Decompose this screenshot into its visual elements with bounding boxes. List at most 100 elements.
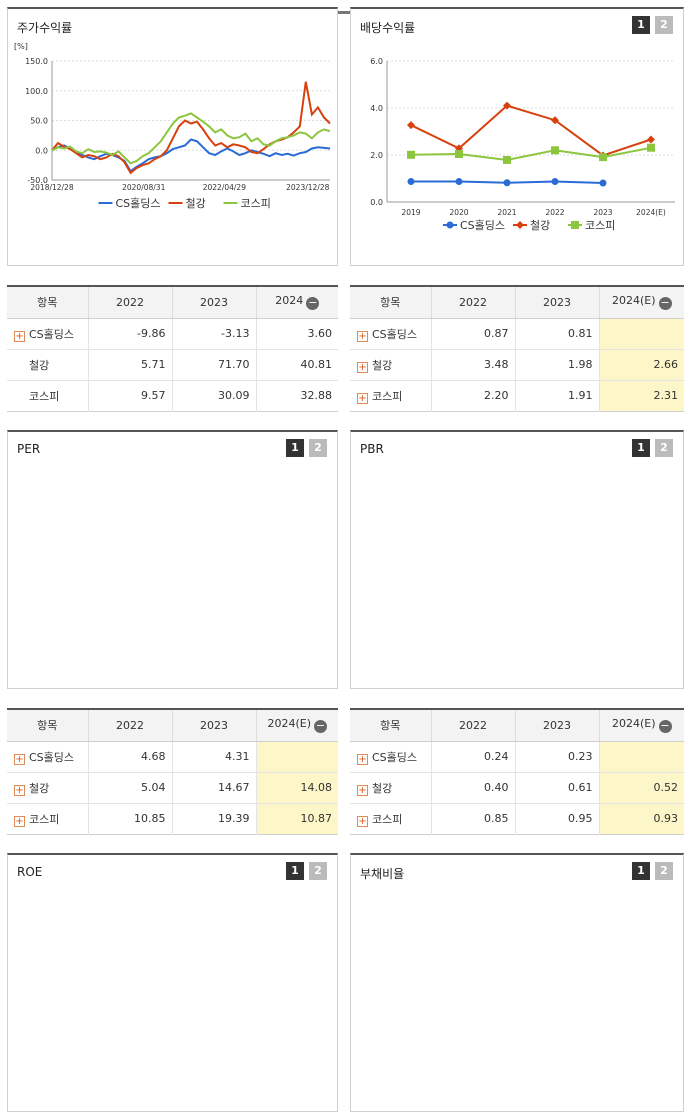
panel-title: PER — [17, 442, 41, 456]
y-tick-label: 2.0 — [370, 151, 383, 160]
y-tick-label: 50.0 — [30, 117, 48, 126]
view-button-2[interactable]: 2 — [655, 16, 673, 34]
table-row: + 코스피 0.85 0.95 0.93 — [350, 803, 684, 834]
view-button-2[interactable]: 2 — [655, 439, 673, 457]
x-tick-label: 2021 — [497, 208, 516, 217]
expand-icon[interactable]: + — [357, 784, 368, 796]
table-header: 2022 — [431, 709, 516, 742]
x-tick-label: 2023 — [593, 208, 612, 217]
expand-icon[interactable]: + — [14, 753, 25, 765]
view-button-1[interactable]: 1 — [632, 439, 650, 457]
expand-icon[interactable]: + — [357, 330, 368, 342]
header-label: 2023 — [200, 295, 228, 309]
y-unit-label: [%] — [14, 42, 28, 51]
value-cell: 0.24 — [431, 741, 516, 773]
series-line-steel — [410, 104, 652, 157]
value-cell: 0.87 — [431, 318, 516, 350]
table-header: 2023 — [172, 286, 257, 319]
value-cell: 2.66 — [599, 349, 684, 381]
x-tick-label: 2024(E) — [636, 208, 666, 217]
row-label-cell: + 철강 — [350, 772, 432, 804]
collapse-icon[interactable]: − — [306, 296, 320, 311]
data-point-cs — [503, 179, 511, 187]
legend-marker-kospi — [571, 221, 579, 229]
row-label-cell: 철강 — [7, 349, 89, 381]
expand-icon[interactable]: + — [357, 753, 368, 765]
header-label: 2022 — [459, 295, 487, 309]
collapse-icon[interactable]: − — [658, 296, 672, 311]
value-cell: 5.04 — [88, 772, 173, 804]
y-tick-label: 150.0 — [25, 57, 48, 66]
value-cell: 32.88 — [300, 389, 333, 402]
table-header: 2022 — [88, 286, 173, 319]
view-button-2[interactable]: 2 — [655, 862, 673, 880]
row-label: 철강 — [29, 781, 50, 795]
table-header: 2022 — [431, 286, 516, 319]
value-cell: 19.39 — [172, 803, 257, 834]
row-label-cell: + CS홀딩스 — [350, 318, 432, 350]
chart-panel-6: 부채비율 12[%]400.0300.0200.0100.00.0-100.020… — [350, 853, 684, 1112]
summary-table-3: 항목 2022 2023 2024(E) − + CS홀딩스 4.68 4.31 + 철강 5.04 1… — [7, 708, 338, 835]
legend-label-steel: 철강 — [530, 219, 550, 232]
data-point-kospi — [455, 150, 463, 159]
data-point-cs — [599, 179, 607, 187]
panel-title: PBR — [360, 442, 384, 456]
view-button-1[interactable]: 1 — [632, 862, 650, 880]
row-label-cell: + CS홀딩스 — [7, 318, 89, 350]
data-point-steel — [647, 135, 655, 144]
value-cell: 0.52 — [599, 772, 684, 804]
expand-icon[interactable]: + — [357, 392, 368, 404]
row-label: 철강 — [29, 358, 50, 372]
table-row: + CS홀딩스 4.68 4.31 — [7, 741, 338, 773]
chart-svg: 6.0 4.0 2.0 0.0 2019 2020 2021 2022 2023 2024(E) C… — [370, 57, 675, 232]
row-label: CS홀딩스 — [372, 327, 418, 341]
row-label: CS홀딩스 — [372, 750, 418, 764]
value-cell: 0.40 — [431, 772, 516, 804]
table-row: 철강 5.71 71.70 40.81 — [7, 349, 338, 381]
collapse-icon[interactable]: − — [658, 719, 672, 734]
legend-marker-cs — [446, 221, 454, 229]
expand-icon[interactable]: + — [357, 361, 368, 373]
value-cell: 14.08 — [256, 772, 338, 804]
table-row: + CS홀딩스 -9.86 -3.13 3.60 — [7, 318, 338, 350]
table-header: 항목 — [7, 709, 89, 742]
view-button-1[interactable]: 1 — [286, 439, 304, 457]
expand-icon[interactable]: + — [357, 815, 368, 827]
collapse-icon[interactable]: − — [314, 719, 328, 734]
view-button-1[interactable]: 1 — [632, 16, 650, 34]
chart-panel-2: 배당수익률 1 2 6.0 4.0 2.0 0.0 2019 2020 2021 2022 2023 2… — [350, 7, 684, 266]
value-cell — [599, 318, 684, 350]
summary-table-4: 항목 2022 2023 2024(E) − + CS홀딩스 0.24 0.23 + 철강 0.40 0… — [350, 708, 684, 835]
value-cell: 0.81 — [515, 318, 600, 350]
expand-icon[interactable]: + — [14, 784, 25, 796]
summary-table-2: 항목 2022 2023 2024(E) − + CS홀딩스 0.87 0.81 + 철강 3.48 1… — [350, 285, 684, 412]
header-label: 항목 — [380, 719, 401, 733]
header-label: 2023 — [543, 295, 571, 309]
chart-svg: [%]15.010.05.00.020192020202120222023202… — [8, 855, 337, 1110]
value-cell: 0.61 — [515, 772, 600, 804]
y-tick-label: 0.0 — [35, 146, 48, 155]
table-header: 항목 — [7, 286, 89, 319]
chart-svg: [배]40.020.00.0201920202021202220232024(E… — [8, 432, 337, 687]
table-header: 2024− — [256, 286, 338, 319]
value-cell: 5.71 — [88, 349, 173, 381]
legend-label-steel: 철강 — [186, 197, 206, 210]
data-point-cs — [407, 178, 415, 186]
legend-label-cs: CS홀딩스 — [460, 219, 505, 232]
row-label-cell: + CS홀딩스 — [7, 741, 89, 773]
view-button-2[interactable]: 2 — [309, 439, 327, 457]
view-button-1[interactable]: 1 — [286, 862, 304, 880]
value-cell: -9.86 — [88, 318, 173, 350]
expand-icon[interactable]: + — [14, 330, 25, 342]
legend-label-cs: CS홀딩스 — [116, 197, 161, 210]
x-tick-label: 2022/04/29 — [203, 183, 246, 192]
x-tick-label: 2020 — [449, 208, 468, 217]
value-cell: 40.81 — [256, 349, 338, 381]
value-cell: 0.23 — [515, 741, 600, 773]
view-button-2[interactable]: 2 — [309, 862, 327, 880]
expand-icon[interactable]: + — [14, 815, 25, 827]
panel-title: 배당수익률 — [360, 21, 416, 35]
